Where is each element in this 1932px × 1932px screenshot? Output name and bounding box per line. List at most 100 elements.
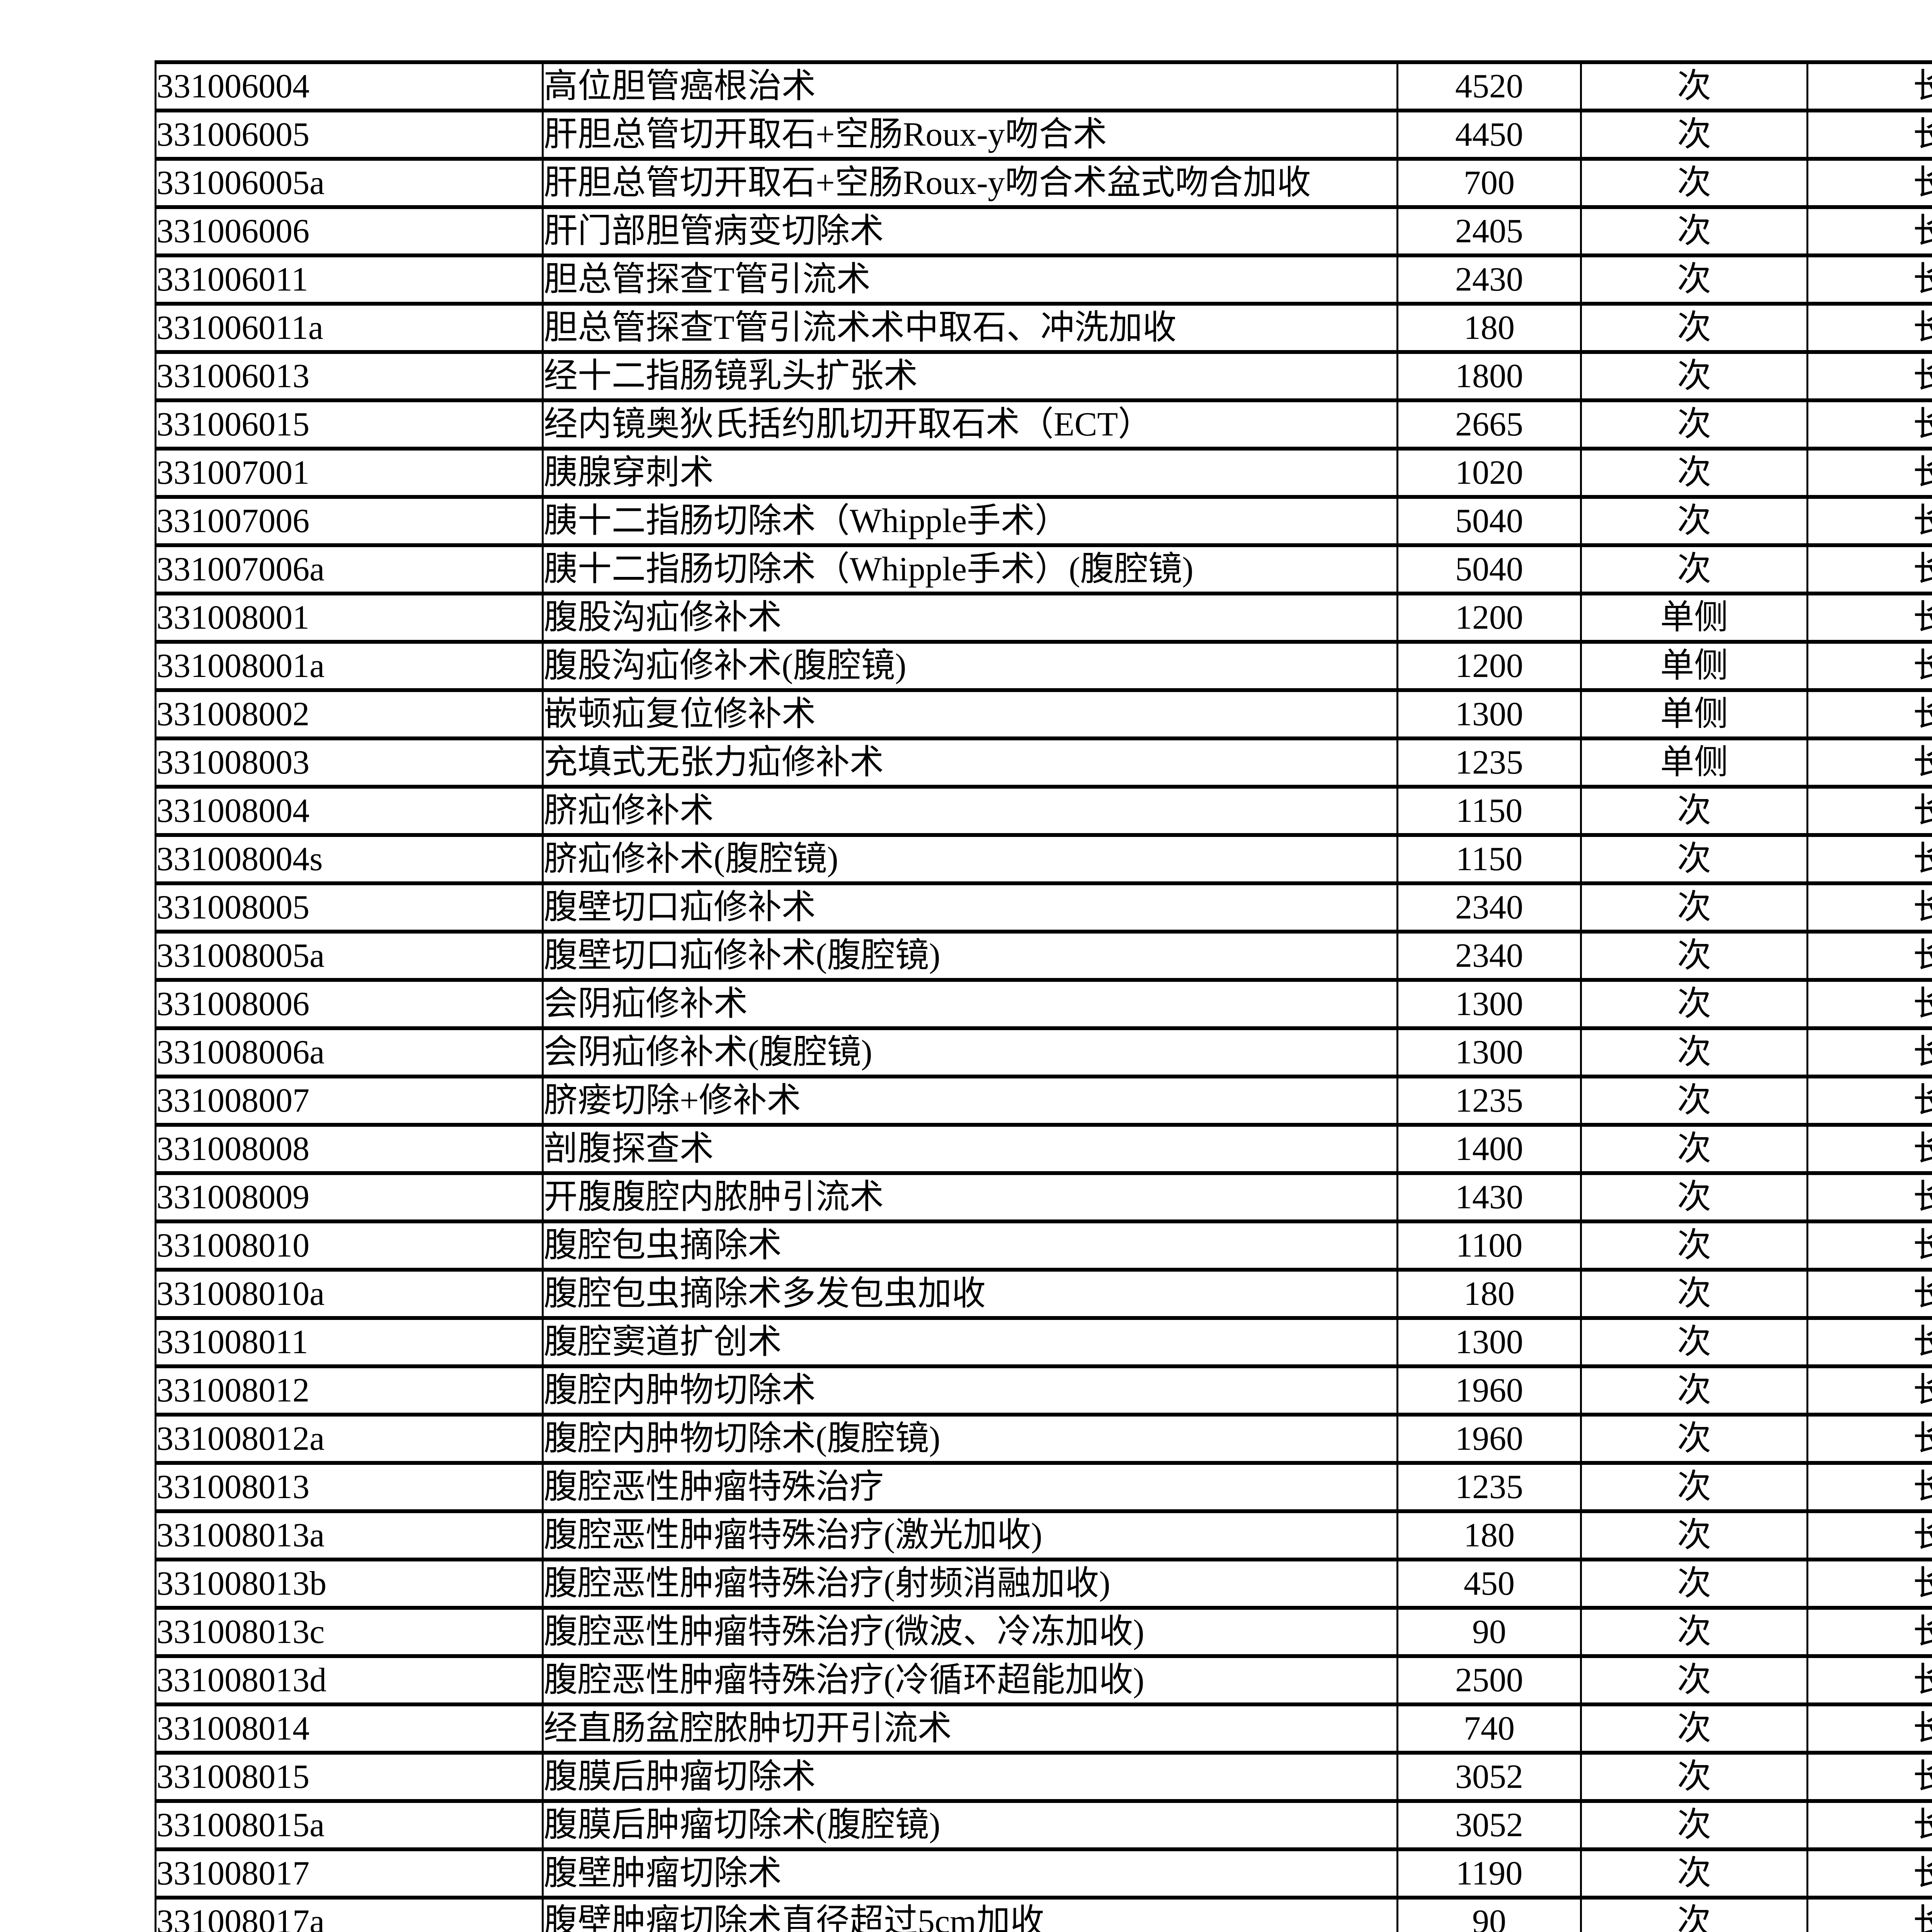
unit-cell: 次: [1580, 495, 1808, 547]
item-name-cell: 肝胆总管切开取石+空肠Roux-y吻合术: [542, 109, 1398, 161]
period-cell: 长期: [1806, 398, 1932, 451]
table-row: 331007006a胰十二指肠切除术（Whipple手术）(腹腔镜)5040次长…: [155, 543, 1932, 595]
price-cell: 1960: [1396, 1413, 1582, 1465]
price-cell: 1200: [1396, 592, 1582, 644]
medical-fee-table-body: 331006004高位胆管癌根治术4520次长期331006005肝胆总管切开取…: [155, 60, 1932, 1932]
item-code-cell: 331008001: [155, 592, 544, 644]
period-cell: 长期: [1806, 833, 1932, 885]
unit-cell: 次: [1580, 1075, 1808, 1127]
item-name-cell: 腹壁肿瘤切除术: [542, 1847, 1398, 1900]
table-row: 331008017a腹壁肿瘤切除术直径超过5cm加收90次长期: [155, 1896, 1932, 1932]
unit-cell: 次: [1580, 1268, 1808, 1320]
period-cell: 长期: [1806, 109, 1932, 161]
item-name-cell: 腹膜后肿瘤切除术: [542, 1751, 1398, 1803]
price-cell: 1190: [1396, 1847, 1582, 1900]
period-cell: 长期: [1806, 1751, 1932, 1803]
price-cell: 90: [1396, 1896, 1582, 1932]
price-cell: 1235: [1396, 1075, 1582, 1127]
item-name-cell: 腹腔恶性肿瘤特殊治疗(微波、冷冻加收): [542, 1606, 1398, 1658]
price-cell: 5040: [1396, 543, 1582, 595]
item-code-cell: 331008005a: [155, 930, 544, 982]
item-code-cell: 331006005a: [155, 157, 544, 209]
table-row: 331008015腹膜后肿瘤切除术3052次长期: [155, 1751, 1932, 1803]
item-name-cell: 开腹腹腔内脓肿引流术: [542, 1171, 1398, 1223]
unit-cell: 次: [1580, 1461, 1808, 1513]
unit-cell: 次: [1580, 205, 1808, 257]
table-row: 331006006肝门部胆管病变切除术2405次长期: [155, 205, 1932, 257]
item-code-cell: 331008002: [155, 688, 544, 740]
period-cell: 长期: [1806, 785, 1932, 837]
price-cell: 180: [1396, 1268, 1582, 1320]
period-cell: 长期: [1806, 978, 1932, 1030]
price-cell: 1300: [1396, 978, 1582, 1030]
period-cell: 长期: [1806, 1316, 1932, 1368]
period-cell: 长期: [1806, 1702, 1932, 1755]
item-name-cell: 脐瘘切除+修补术: [542, 1075, 1398, 1127]
item-name-cell: 肝门部胆管病变切除术: [542, 205, 1398, 257]
period-cell: 长期: [1806, 592, 1932, 644]
price-cell: 2340: [1396, 881, 1582, 934]
item-code-cell: 331008013d: [155, 1654, 544, 1706]
unit-cell: 单侧: [1580, 640, 1808, 692]
unit-cell: 次: [1580, 350, 1808, 402]
unit-cell: 次: [1580, 1364, 1808, 1417]
table-row: 331008009开腹腹腔内脓肿引流术1430次长期: [155, 1171, 1932, 1223]
period-cell: 长期: [1806, 1123, 1932, 1175]
item-name-cell: 腹股沟疝修补术(腹腔镜): [542, 640, 1398, 692]
item-name-cell: 腹腔内肿物切除术: [542, 1364, 1398, 1417]
price-cell: 1300: [1396, 688, 1582, 740]
unit-cell: 次: [1580, 978, 1808, 1030]
unit-cell: 单侧: [1580, 736, 1808, 789]
table-row: 331008001腹股沟疝修补术1200单侧长期: [155, 592, 1932, 644]
item-code-cell: 331008014: [155, 1702, 544, 1755]
unit-cell: 次: [1580, 1558, 1808, 1610]
price-cell: 1960: [1396, 1364, 1582, 1417]
unit-cell: 次: [1580, 1171, 1808, 1223]
period-cell: 长期: [1806, 1606, 1932, 1658]
item-code-cell: 331008004s: [155, 833, 544, 885]
price-cell: 1100: [1396, 1219, 1582, 1272]
period-cell: 长期: [1806, 1413, 1932, 1465]
table-row: 331008013腹腔恶性肿瘤特殊治疗1235次长期: [155, 1461, 1932, 1513]
item-code-cell: 331008001a: [155, 640, 544, 692]
table-row: 331007001胰腺穿刺术1020次长期: [155, 447, 1932, 499]
period-cell: 长期: [1806, 350, 1932, 402]
unit-cell: 次: [1580, 1026, 1808, 1078]
table-row: 331008002嵌顿疝复位修补术1300单侧长期: [155, 688, 1932, 740]
period-cell: 长期: [1806, 1461, 1932, 1513]
item-name-cell: 经内镜奥狄氏括约肌切开取石术（ECT）: [542, 398, 1398, 451]
table-row: 331008004脐疝修补术1150次长期: [155, 785, 1932, 837]
item-code-cell: 331006015: [155, 398, 544, 451]
table-row: 331008012腹腔内肿物切除术1960次长期: [155, 1364, 1932, 1417]
item-code-cell: 331008006: [155, 978, 544, 1030]
period-cell: 长期: [1806, 1268, 1932, 1320]
item-name-cell: 会阴疝修补术(腹腔镜): [542, 1026, 1398, 1078]
unit-cell: 次: [1580, 833, 1808, 885]
item-name-cell: 剖腹探查术: [542, 1123, 1398, 1175]
unit-cell: 单侧: [1580, 592, 1808, 644]
price-cell: 740: [1396, 1702, 1582, 1755]
unit-cell: 次: [1580, 1654, 1808, 1706]
item-code-cell: 331008015a: [155, 1799, 544, 1851]
item-code-cell: 331007006: [155, 495, 544, 547]
table-row: 331008005腹壁切口疝修补术2340次长期: [155, 881, 1932, 934]
item-name-cell: 脐疝修补术: [542, 785, 1398, 837]
price-cell: 1200: [1396, 640, 1582, 692]
price-cell: 5040: [1396, 495, 1582, 547]
period-cell: 长期: [1806, 1509, 1932, 1561]
unit-cell: 次: [1580, 1316, 1808, 1368]
price-cell: 1430: [1396, 1171, 1582, 1223]
price-cell: 3052: [1396, 1799, 1582, 1851]
item-code-cell: 331008017a: [155, 1896, 544, 1932]
table-row: 331008010腹腔包虫摘除术1100次长期: [155, 1219, 1932, 1272]
period-cell: 长期: [1806, 157, 1932, 209]
period-cell: 长期: [1806, 543, 1932, 595]
unit-cell: 次: [1580, 1123, 1808, 1175]
price-cell: 1235: [1396, 1461, 1582, 1513]
unit-cell: 次: [1580, 785, 1808, 837]
period-cell: 长期: [1806, 253, 1932, 306]
